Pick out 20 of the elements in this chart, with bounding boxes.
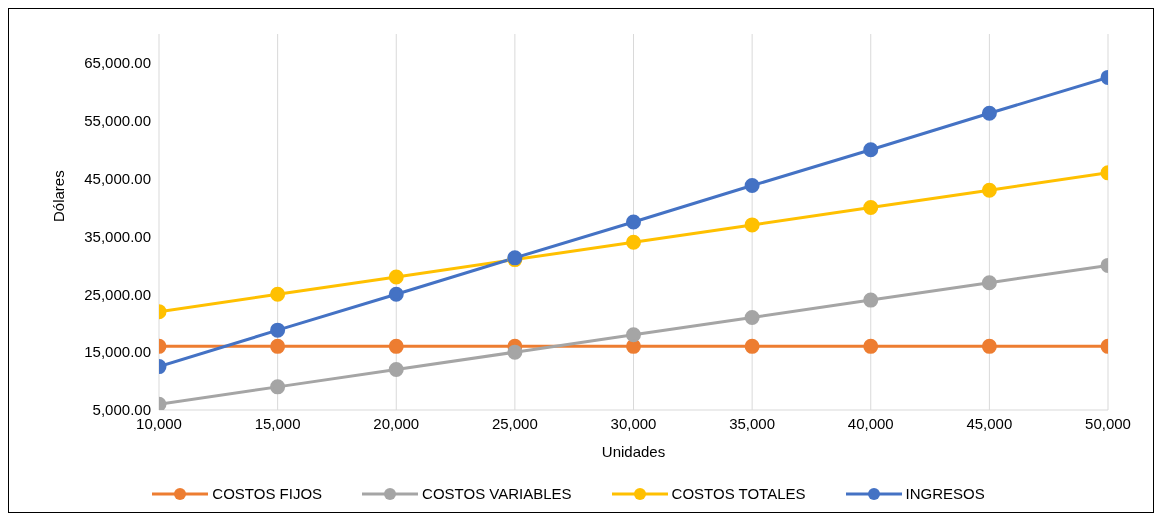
y-axis-title: Dólares: [50, 170, 68, 222]
legend-label: COSTOS FIJOS: [211, 485, 323, 502]
legend-label: COSTOS TOTALES: [670, 485, 806, 502]
legend-label: COSTOS VARIABLES: [421, 485, 572, 502]
x-tick-label: 30,000: [610, 414, 657, 432]
x-tick-label: 45,000: [966, 414, 1013, 432]
x-tick-label: 25,000: [491, 414, 538, 432]
y-tick-label: 45,000.00: [84, 169, 151, 187]
legend-label: INGRESOS: [904, 485, 985, 502]
x-tick-label: 40,000: [847, 414, 894, 432]
y-tick-label: 65,000.00: [84, 54, 151, 72]
x-tick-label: 15,000: [254, 414, 301, 432]
y-tick-label: 55,000.00: [84, 112, 151, 130]
x-axis-title: Unidades: [601, 443, 666, 460]
x-tick-label: 35,000: [729, 414, 776, 432]
y-tick-label: 35,000.00: [84, 227, 151, 245]
x-tick-label: 20,000: [373, 414, 420, 432]
x-tick-label: 50,000: [1085, 414, 1131, 432]
y-tick-label: 25,000.00: [84, 285, 151, 303]
y-tick-label: 15,000.00: [84, 343, 151, 361]
